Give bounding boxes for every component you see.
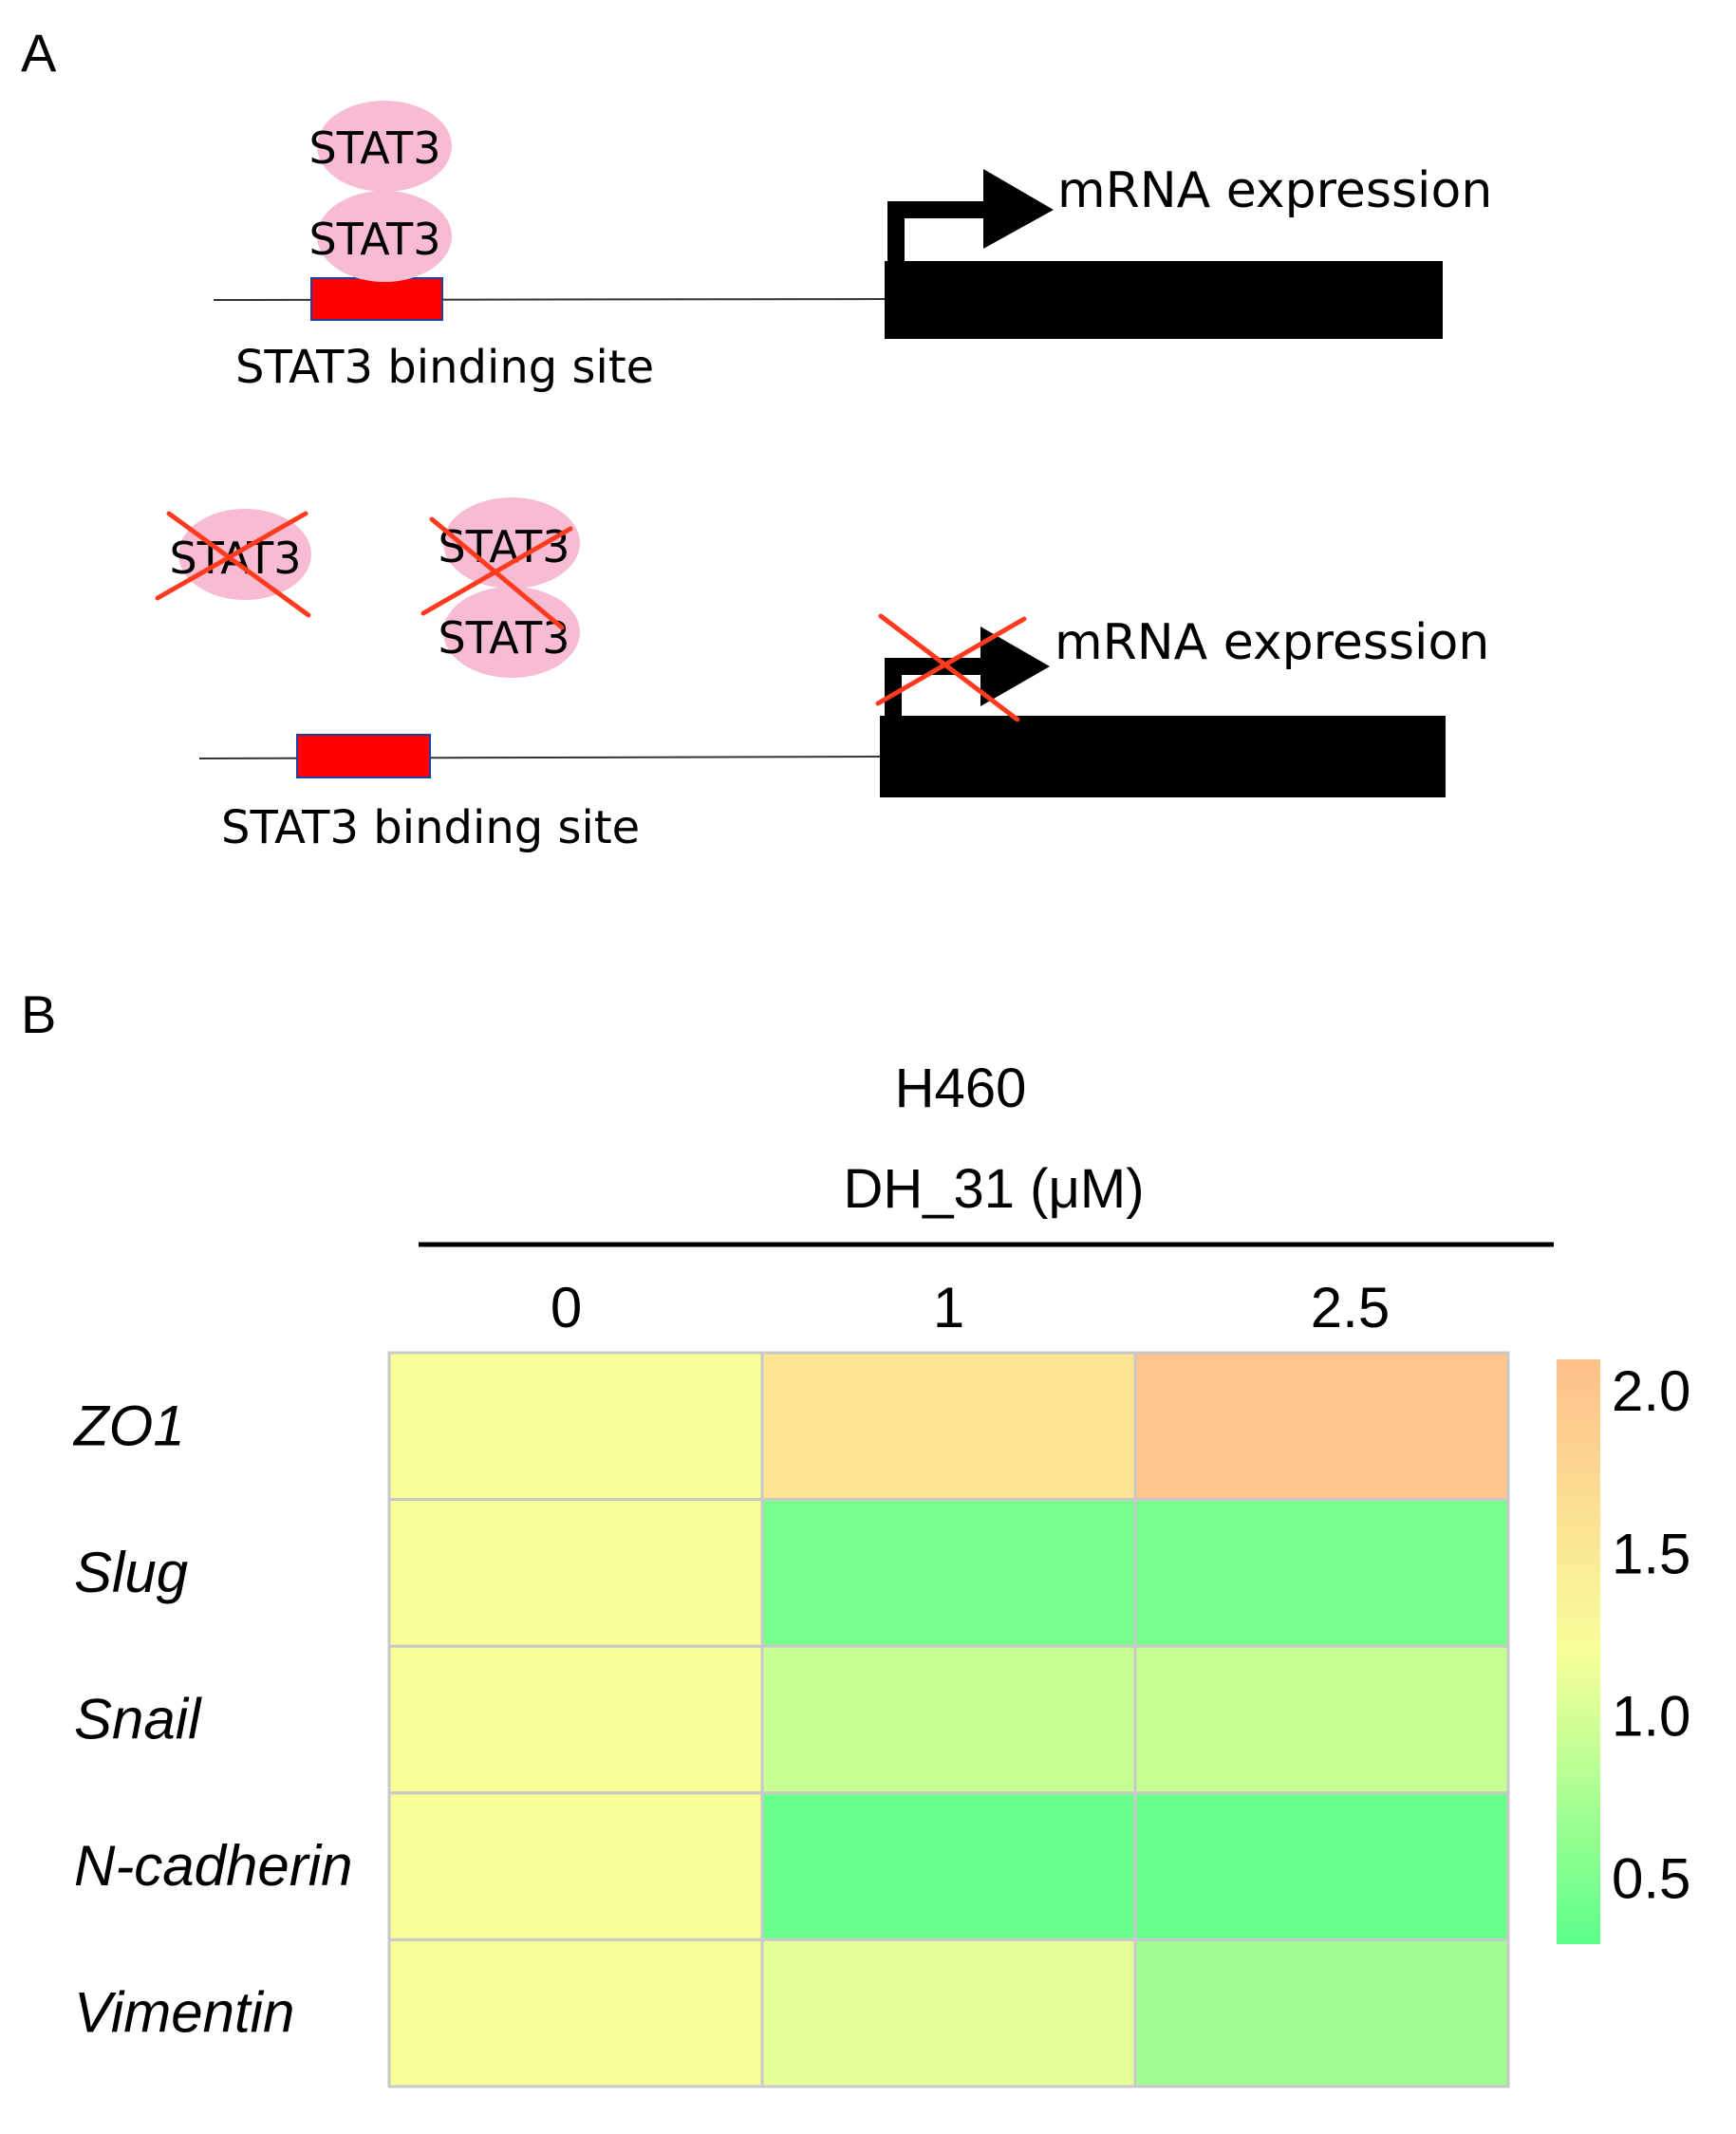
- heatmap-cell: [387, 1937, 764, 2088]
- transcription-start-arrow-shaft-inhibited: [885, 658, 990, 718]
- colorbar-tick-label: 2.0: [1612, 1359, 1690, 1423]
- gene-axis: ZO1 Slug Snail N-cadherin Vimentin: [72, 1394, 352, 2044]
- heatmap-cell: [1133, 1351, 1510, 1502]
- active-promoter-diagram: STAT3 STAT3 STAT3 binding site mRNA expr…: [213, 101, 1492, 394]
- gene-row-label: Slug: [74, 1541, 188, 1604]
- stat3-binding-site-box: [310, 277, 443, 321]
- stat3-dimer-bottom-label: STAT3: [309, 214, 441, 265]
- transcription-start-arrowhead-inhibited: [980, 627, 1050, 706]
- heatmap-cell: [760, 1791, 1137, 1941]
- colorbar-tick-label: 1.0: [1612, 1684, 1690, 1748]
- cross-dimer-stroke-2: [420, 526, 573, 616]
- cross-promoter-stroke-1: [878, 613, 1020, 722]
- binding-site-label-inhibited: STAT3 binding site: [221, 801, 640, 854]
- transcription-start-arrowhead: [983, 169, 1054, 249]
- colorbar-ticks: 2.0 1.5 1.0 0.5: [1612, 1359, 1690, 1910]
- dose-tick-label: 2.5: [1311, 1276, 1390, 1339]
- heatmap-cell: [1133, 1498, 1510, 1648]
- stat3-dimer-top-label-inhibited: STAT3: [439, 521, 570, 572]
- dose-tick-label: 1: [933, 1276, 964, 1339]
- heatmap-cell: [760, 1351, 1137, 1502]
- dose-tick-label: 0: [551, 1276, 582, 1339]
- stat3-monomer-label: STAT3: [170, 533, 302, 584]
- gene-row-label: ZO1: [72, 1394, 185, 1457]
- stat3-binding-site-box-inhibited: [296, 734, 431, 778]
- gene-row-label: N-cadherin: [74, 1834, 352, 1898]
- gene-body-block-inhibited: [880, 716, 1446, 797]
- panel-a-label: A: [21, 23, 57, 83]
- gene-row-label: Vimentin: [74, 1981, 294, 2045]
- panel-b-label: B: [21, 984, 56, 1044]
- cell-line-title: H460: [895, 1058, 1027, 1119]
- heatmap-cell: [760, 1644, 1137, 1795]
- inhibition-crosses: [155, 511, 1027, 722]
- colorbar-tick-label: 0.5: [1612, 1847, 1690, 1911]
- stat3-dimer-bottom-label-inhibited: STAT3: [439, 612, 570, 664]
- heatmap-cell: [1133, 1791, 1510, 1941]
- heatmap-cell: [387, 1791, 764, 1941]
- stat3-dimer-bottom-ellipse-inhibited: [443, 587, 580, 678]
- stat3-dimer-bottom-ellipse: [317, 191, 452, 282]
- heatmap-cell: [387, 1351, 764, 1502]
- binding-site-label: STAT3 binding site: [235, 341, 654, 394]
- gene-row-label: Snail: [74, 1688, 202, 1751]
- gene-body-block: [885, 261, 1443, 339]
- heatmap-cells: [387, 1351, 1510, 2088]
- treatment-title: DH_31 (μM): [843, 1158, 1144, 1220]
- mrna-expression-label: mRNA expression: [1057, 162, 1492, 219]
- stat3-dimer-top-label: STAT3: [309, 122, 441, 174]
- colorbar-tick-label: 1.5: [1612, 1522, 1690, 1585]
- cross-monomer-stroke-1: [166, 511, 311, 618]
- cross-promoter-stroke-2: [875, 616, 1027, 706]
- cross-monomer-stroke-2: [155, 511, 308, 601]
- mrna-expression-label-inhibited: mRNA expression: [1055, 614, 1489, 671]
- inhibited-promoter-diagram: STAT3 STAT3 STAT3 STAT3 binding site mRN…: [155, 497, 1489, 854]
- colorbar: [1557, 1359, 1600, 1944]
- heatmap-cell: [1133, 1937, 1510, 2088]
- heatmap-cell: [760, 1937, 1137, 2088]
- dose-axis: 0 1 2.5: [551, 1276, 1390, 1339]
- stat3-dimer-top-ellipse: [317, 101, 452, 192]
- heatmap-cell: [1133, 1644, 1510, 1795]
- heatmap-cell: [760, 1498, 1137, 1648]
- heatmap-cell: [387, 1498, 764, 1648]
- heatmap-cell: [387, 1644, 764, 1795]
- transcription-start-arrow-shaft: [887, 201, 993, 262]
- stat3-dimer-top-ellipse-inhibited: [443, 497, 580, 589]
